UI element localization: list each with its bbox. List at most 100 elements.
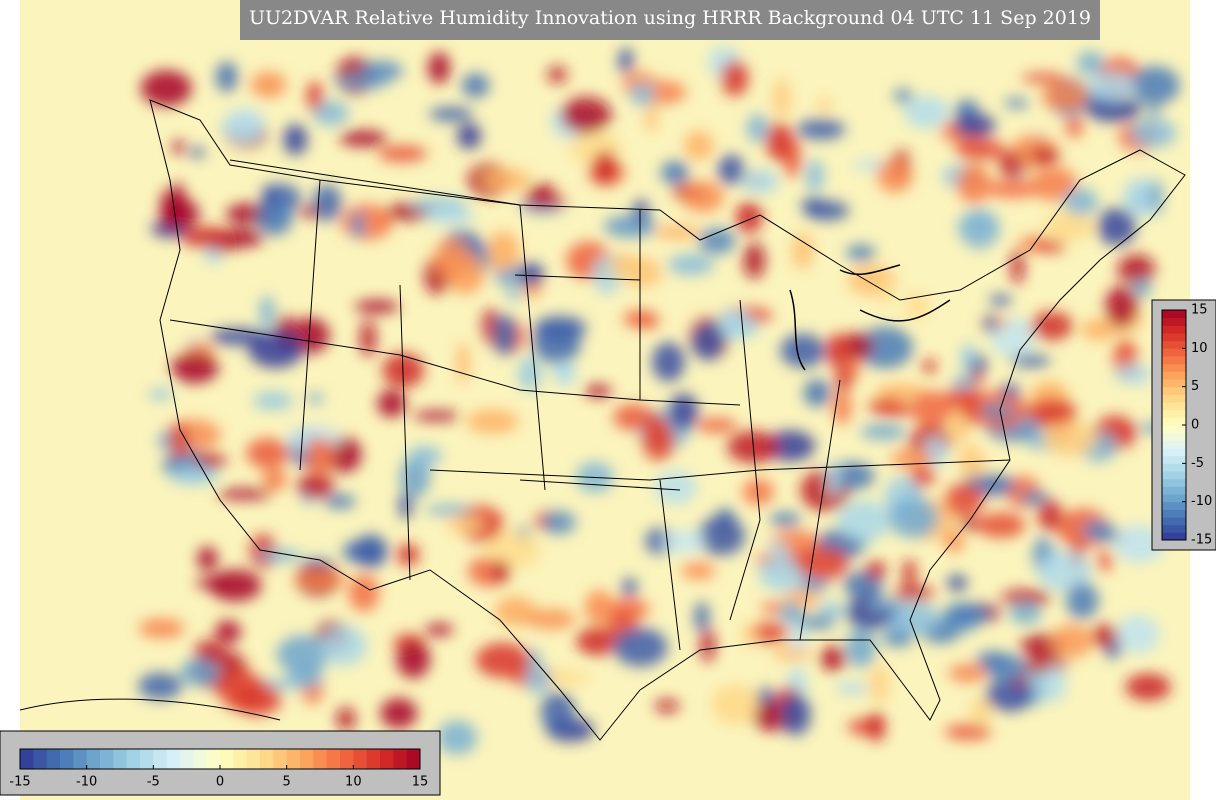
humidity-blob (866, 560, 886, 580)
humidity-blob (944, 723, 992, 741)
humidity-blob (613, 627, 668, 667)
colorbar-tick-label: -10 (1191, 494, 1212, 509)
colorbar-swatch (366, 749, 381, 769)
humidity-blob (528, 184, 557, 207)
colorbar-tick-label: 15 (412, 775, 429, 790)
humidity-blob (140, 70, 192, 107)
colorbar-swatch (1162, 310, 1186, 319)
humidity-blob (696, 418, 738, 433)
humidity-blob (433, 238, 471, 280)
humidity-blob (209, 569, 262, 602)
humidity-blob (324, 494, 356, 509)
humidity-blob (257, 549, 303, 563)
colorbar-swatch (1162, 448, 1186, 457)
colorbar-swatch (140, 749, 154, 769)
humidity-blob (584, 384, 612, 398)
coastline (149, 99, 1186, 741)
humidity-blob (922, 359, 937, 374)
colorbar-tick-label: 5 (283, 775, 291, 790)
boundaries (20, 99, 1186, 741)
humidity-blob (953, 113, 996, 138)
humidity-blob (698, 227, 736, 255)
colorbar-swatch (1162, 333, 1186, 342)
humidity-blob (491, 560, 510, 581)
humidity-blob (424, 208, 475, 225)
humidity-blob (542, 510, 576, 535)
humidity-blob (796, 119, 846, 140)
humidity-blob (603, 215, 657, 238)
humidity-blob (525, 608, 576, 630)
colorbar-tick-label: 10 (1191, 341, 1208, 356)
colorbar-tick-label: -5 (1191, 456, 1204, 471)
colorbar-swatch (233, 749, 248, 769)
humidity-blob (749, 622, 789, 644)
humidity-blob (339, 130, 388, 147)
humidity-blob (743, 242, 765, 279)
humidity-blob (456, 123, 482, 150)
humidity-blob (1105, 286, 1139, 328)
humidity-blob (429, 106, 474, 122)
humidity-blob (148, 388, 173, 401)
humidity-blob (168, 465, 220, 486)
humidity-blob (955, 138, 1006, 160)
humidity-blob (399, 456, 431, 498)
humidity-blob (1037, 551, 1092, 593)
humidity-blob (1031, 167, 1078, 201)
humidity-blob (645, 103, 658, 133)
humidity-blob (525, 664, 551, 696)
humidity-blob (903, 95, 950, 129)
humidity-blob (1042, 80, 1089, 112)
colorbar-swatch (326, 749, 341, 769)
colorbar-swatch (1162, 463, 1186, 472)
humidity-blob (867, 398, 906, 415)
humidity-blob (667, 254, 715, 276)
colorbar-swatch (393, 749, 408, 769)
humidity-blob (1097, 550, 1113, 572)
humidity-blob (1051, 624, 1094, 659)
humidity-blob (1116, 614, 1160, 654)
humidity-blob (262, 184, 277, 206)
humidity-blob (984, 179, 1041, 199)
colorbar-swatch (1162, 409, 1186, 418)
humidity-blob (629, 316, 660, 329)
humidity-blob (857, 326, 913, 369)
humidity-blob (983, 314, 998, 333)
humidity-blob (1076, 51, 1105, 75)
humidity-blob (681, 561, 716, 580)
humidity-blob (1033, 239, 1066, 253)
humidity-blob (989, 294, 1012, 307)
humidity-blob (197, 546, 218, 571)
humidity-blob (262, 467, 287, 491)
colorbar-swatch (1162, 455, 1186, 464)
colorbar-swatch (20, 749, 34, 769)
colorbar-swatch (113, 749, 128, 769)
humidity-blob (799, 577, 830, 593)
humidity-blob (721, 60, 749, 97)
humidity-blob (252, 391, 294, 411)
humidity-blob (985, 654, 1027, 683)
colorbar-swatch (73, 749, 88, 769)
colorbar-swatch (60, 749, 74, 769)
colorbar-swatch (1162, 501, 1186, 510)
humidity-blob (592, 150, 618, 184)
humidity-blob (259, 295, 275, 330)
humidity-blob (1009, 601, 1042, 625)
humidity-blob (801, 197, 827, 211)
humidity-blob (540, 691, 575, 733)
colorbar-swatch (86, 749, 101, 769)
humidity-blob (825, 333, 851, 368)
humidity-blob (377, 389, 406, 418)
colorbar-swatch (206, 749, 221, 769)
humidity-blob (1125, 673, 1171, 701)
humidity-blob (299, 206, 319, 218)
humidity-blob (1027, 398, 1077, 428)
humidity-blob (560, 96, 612, 134)
humidity-blob (968, 698, 993, 725)
humidity-blob (742, 478, 774, 506)
humidity-blob (456, 342, 470, 384)
humidity-blob (651, 342, 685, 382)
humidity-blob (1037, 499, 1062, 531)
colorbar-swatch (1162, 509, 1186, 518)
humidity-blob (466, 409, 519, 434)
humidity-blob (354, 534, 389, 569)
